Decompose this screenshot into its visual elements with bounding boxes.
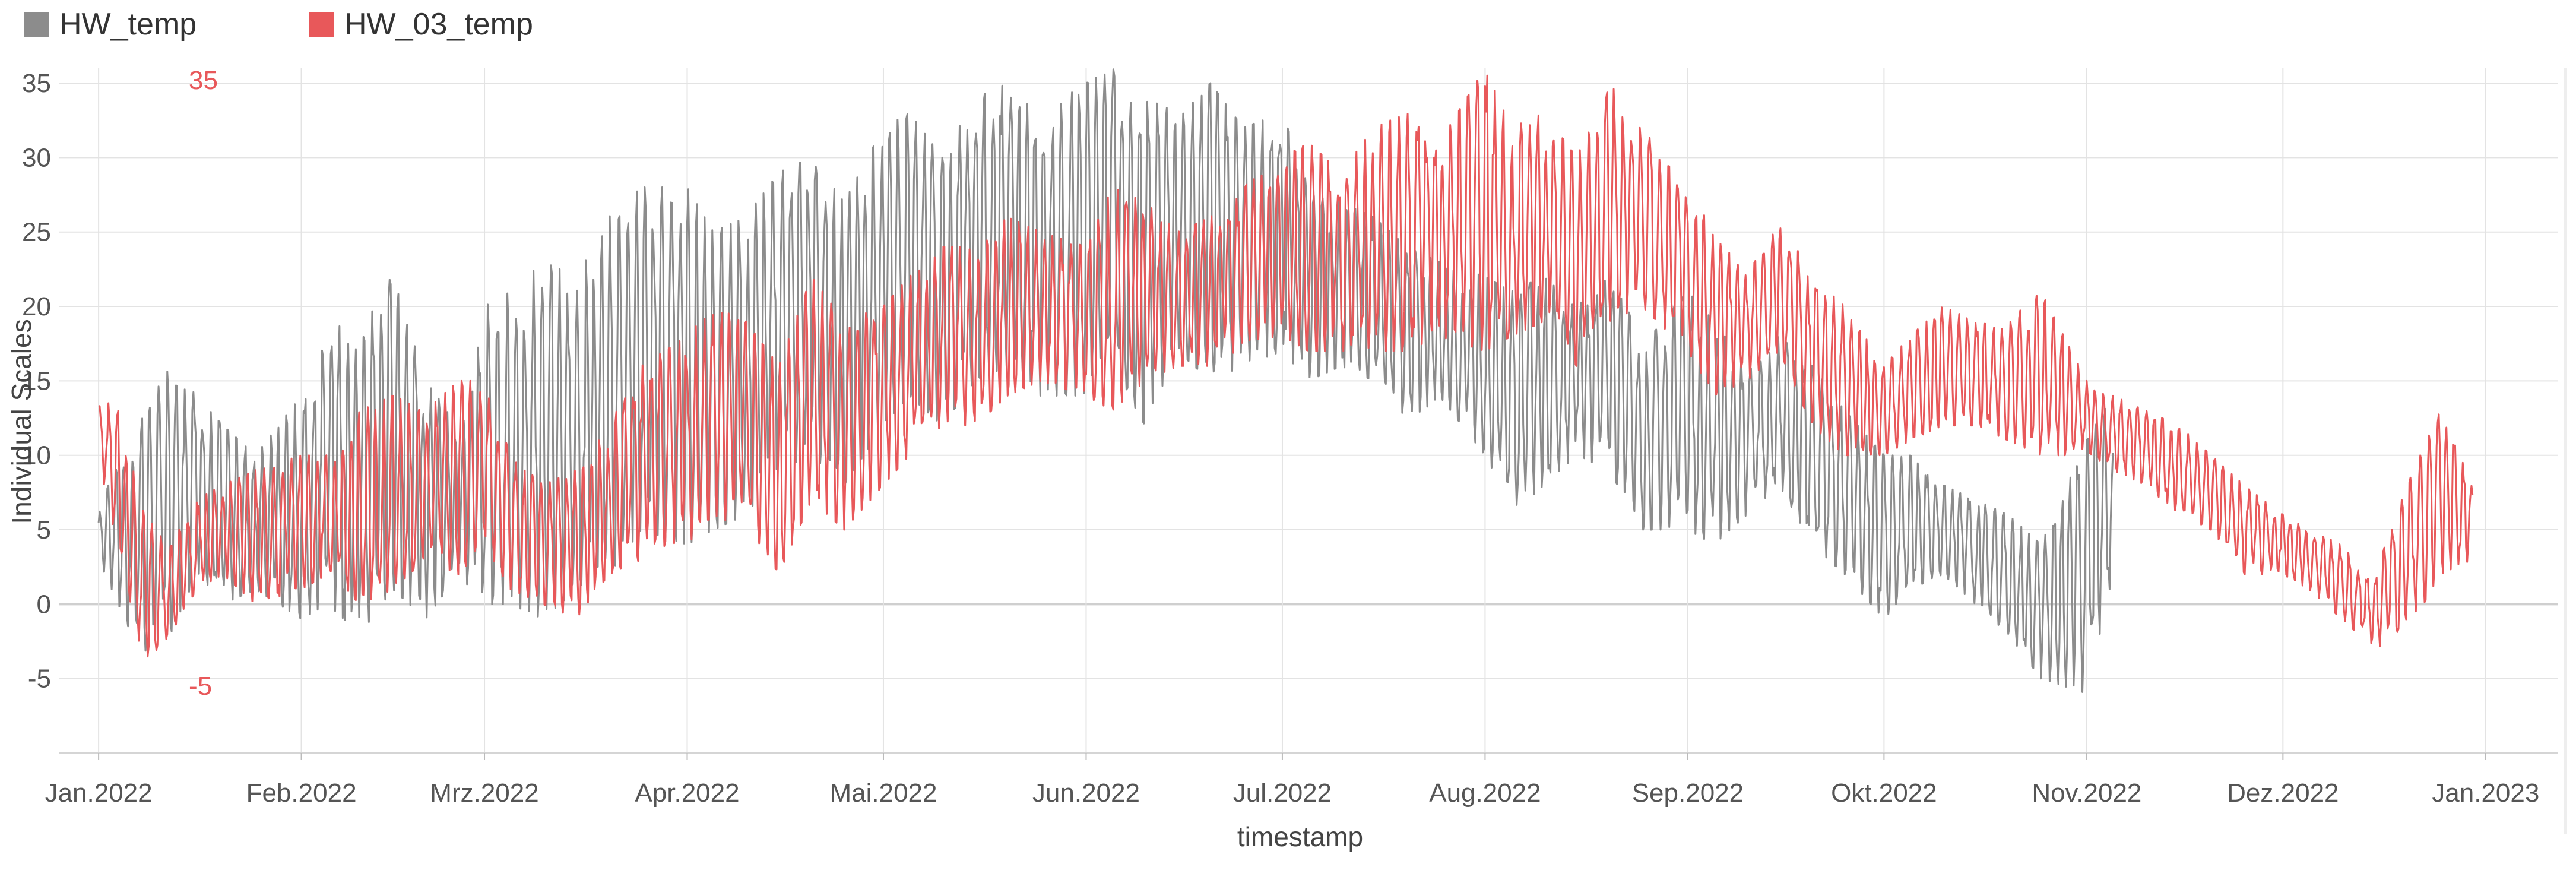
series-line-segment — [750, 68, 1406, 507]
x-tick-label: Sep.2022 — [1632, 779, 1744, 808]
legend-swatch — [24, 12, 49, 37]
legend-swatch — [309, 12, 334, 37]
x-tick-label: Apr.2022 — [635, 779, 739, 808]
x-tick-label: Nov.2022 — [2032, 779, 2141, 808]
series-HW_03_temp — [98, 74, 2474, 658]
x-tick-label: Mrz.2022 — [430, 779, 538, 808]
series-line-segment — [1403, 250, 2058, 682]
y-tick-label: 20 — [22, 292, 51, 321]
series-line-segment — [2056, 407, 2114, 693]
series-layer — [97, 68, 2474, 693]
legend-item-HW_temp[interactable]: HW_temp — [24, 7, 197, 42]
right-scroll-edge — [2564, 68, 2567, 834]
grid — [59, 68, 2558, 753]
x-tick-label: Aug.2022 — [1429, 779, 1541, 808]
x-tick-label: Dez.2022 — [2227, 779, 2339, 808]
y-tick-label: 15 — [22, 366, 51, 395]
legend[interactable]: HW_temp HW_03_temp — [24, 7, 533, 42]
y-tick-label: 0 — [37, 590, 51, 619]
x-tick-label: Mai.2022 — [829, 779, 937, 808]
x-tick-label: Feb.2022 — [246, 779, 357, 808]
x-tick-label: Jan.2022 — [45, 779, 153, 808]
individual-scale-max-label: 35 — [189, 66, 218, 95]
y-tick-label: -5 — [28, 664, 51, 694]
y-axis-title: Individual Scales — [6, 319, 37, 524]
y-tick-label: 35 — [22, 69, 51, 98]
x-axis-title: timestamp — [1237, 821, 1363, 852]
legend-label: HW_temp — [59, 7, 197, 42]
series-line-segment — [98, 312, 753, 658]
legend-label: HW_03_temp — [344, 7, 533, 42]
x-tick-label: Jan.2023 — [2432, 779, 2539, 808]
x-tick-label: Okt.2022 — [1831, 779, 1937, 808]
individual-scale-min-label: -5 — [189, 672, 212, 701]
y-tick-label: 5 — [37, 515, 51, 545]
y-axis: -5 0 5 10 15 20 25 30 35 — [22, 69, 51, 694]
y-tick-label: 30 — [22, 143, 51, 172]
x-tick-label: Jul.2022 — [1233, 779, 1332, 808]
y-tick-label: 25 — [22, 218, 51, 247]
series-line-segment — [1403, 74, 2058, 457]
legend-item-HW_03_temp[interactable]: HW_03_temp — [309, 7, 533, 42]
series-line-segment — [750, 116, 1406, 571]
x-tick-label: Jun.2022 — [1032, 779, 1140, 808]
y-tick-label: 10 — [22, 441, 51, 470]
series-line-segment — [2056, 333, 2474, 647]
x-axis: Jan.2022 Feb.2022 Mrz.2022 Apr.2022 Mai.2022… — [45, 752, 2558, 808]
